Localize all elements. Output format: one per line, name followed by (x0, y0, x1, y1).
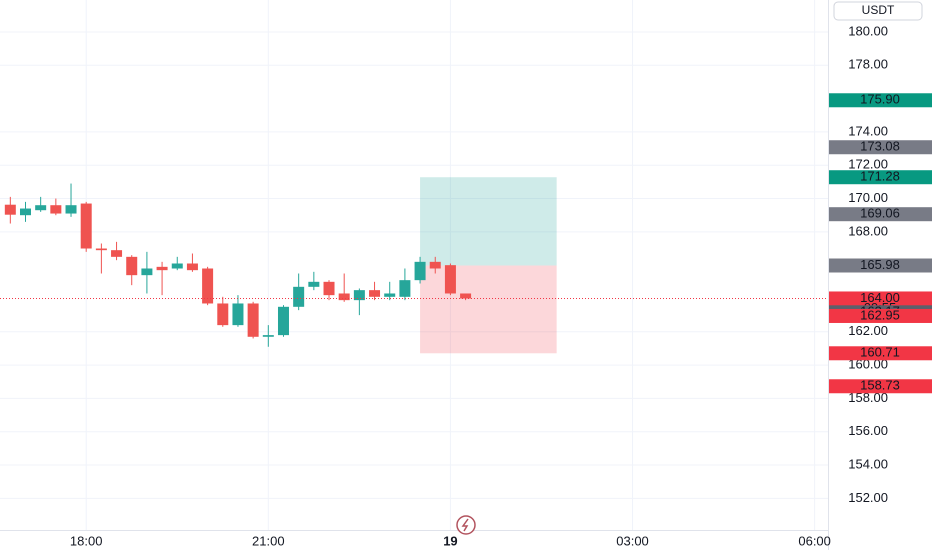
candle-body (111, 250, 123, 257)
y-tick-label: 180.00 (848, 23, 888, 38)
price-badge (829, 93, 932, 108)
price-badge-label: 165.98 (860, 257, 900, 272)
candle-body (247, 303, 259, 337)
y-tick-label: 170.00 (848, 190, 888, 205)
candle-body (35, 205, 47, 211)
candle-body (65, 205, 77, 214)
candle-body (338, 293, 350, 301)
candle-body (19, 208, 31, 216)
price-badge-label: 158.73 (860, 378, 900, 393)
price-badge-label: 162.95 (860, 307, 900, 322)
price-badge-label: 169.06 (860, 206, 900, 221)
price-badge (829, 207, 932, 222)
currency-button[interactable] (833, 1, 923, 21)
price-badge (829, 258, 932, 273)
y-tick-label: 154.00 (848, 456, 888, 471)
price-badge (829, 346, 932, 361)
candle-body (353, 290, 365, 301)
candle-body (277, 306, 289, 336)
candle-body (323, 281, 335, 296)
candle-body (186, 263, 198, 271)
x-tick-label: 19 (443, 533, 457, 548)
candle-body (293, 286, 305, 307)
price-badge-label: 173.08 (860, 139, 900, 154)
y-tick-label: 156.00 (848, 423, 888, 438)
candle-body (171, 263, 183, 269)
price-badge (829, 170, 932, 185)
y-tick-label: 172.00 (848, 157, 888, 172)
candle-body (202, 268, 214, 304)
y-tick-label: 168.00 (848, 223, 888, 238)
candle-body (444, 265, 456, 294)
stop-zone (420, 265, 557, 354)
candle-body (156, 266, 168, 271)
candle-body (126, 256, 138, 276)
y-tick-label: 178.00 (848, 57, 888, 72)
candle-body (217, 303, 229, 326)
event-icon-bolt (461, 518, 469, 532)
x-tick-label: 06:00 (798, 533, 831, 548)
y-tick-label: 152.00 (848, 490, 888, 505)
candle-body (429, 261, 441, 269)
price-badge (829, 379, 932, 394)
price-badge-label: 171.28 (860, 169, 900, 184)
candle-body (369, 290, 381, 297)
candle-body (262, 335, 274, 337)
currency[interactable]: USDT (862, 3, 895, 17)
y-tick-label: 162.00 (848, 323, 888, 338)
candle-body (95, 248, 107, 251)
candle-body (232, 303, 244, 326)
event-icon[interactable] (456, 515, 476, 535)
price-badge-label: 164.00 (860, 290, 900, 305)
candle-body (414, 261, 426, 281)
target-zone (420, 177, 557, 266)
candle-body (384, 293, 396, 297)
price-badge (829, 140, 932, 155)
candle-body (460, 293, 472, 299)
price-badge-label: 160.71 (860, 345, 900, 360)
x-tick-label: 03:00 (616, 533, 649, 548)
y-tick-label: 160.00 (848, 357, 888, 372)
candle-body (399, 280, 411, 297)
candle-body (141, 268, 153, 276)
x-tick-label: 21:00 (252, 533, 285, 548)
candle-body (80, 203, 92, 249)
candle-body (50, 205, 62, 214)
y-tick-label: 158.00 (848, 390, 888, 405)
price-badge (829, 308, 932, 323)
x-tick-label: 18:00 (70, 533, 103, 548)
candle-body (308, 281, 320, 287)
candle-body (4, 204, 16, 215)
y-tick-label: 174.00 (848, 123, 888, 138)
price-badge-label: 175.90 (860, 92, 900, 107)
